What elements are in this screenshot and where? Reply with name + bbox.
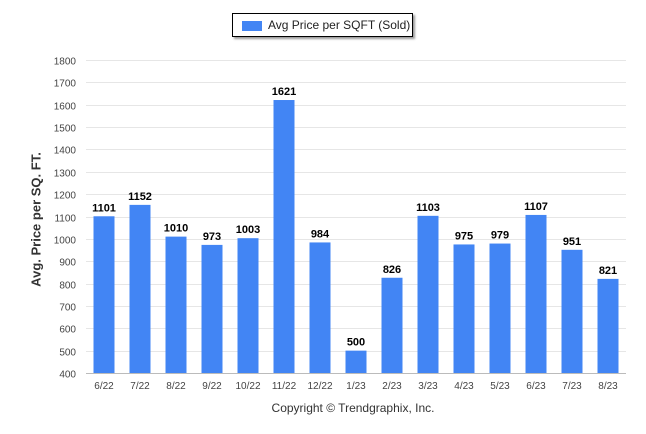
- bar: [201, 244, 223, 373]
- y-tick-label: 400: [59, 370, 76, 381]
- x-tick-label: 6/23: [526, 381, 546, 392]
- x-tick-label: 8/22: [166, 381, 186, 392]
- x-tick-label: 7/23: [562, 381, 582, 392]
- data-label: 821: [599, 265, 617, 277]
- x-tick-label: 11/22: [272, 381, 297, 392]
- legend: Avg Price per SQFT (Sold): [232, 13, 413, 37]
- data-label: 979: [491, 230, 509, 242]
- bar: [165, 236, 187, 373]
- data-label: 826: [383, 264, 401, 276]
- y-tick-label: 800: [59, 281, 76, 292]
- data-label: 975: [455, 230, 473, 242]
- bar: [597, 278, 619, 373]
- copyright-text: Copyright © Trendgraphix, Inc.: [271, 401, 435, 415]
- bar: [129, 204, 151, 373]
- bar: [489, 243, 511, 373]
- x-tick-label: 3/23: [418, 381, 438, 392]
- data-label: 1621: [272, 86, 296, 98]
- x-tick-label: 4/23: [454, 381, 474, 392]
- y-tick-label: 1400: [54, 146, 77, 157]
- data-label: 1107: [524, 201, 548, 213]
- y-tick-label: 1000: [54, 236, 77, 247]
- x-tick-label: 1/23: [346, 381, 366, 392]
- x-tick-label: 10/22: [235, 381, 260, 392]
- data-label: 500: [347, 337, 365, 349]
- data-label: 1003: [236, 224, 260, 236]
- data-label: 1152: [128, 191, 152, 203]
- y-axis-title: Avg. Price per SQ. FT.: [28, 152, 44, 287]
- x-tick-label: 2/23: [382, 381, 402, 392]
- bar: [417, 215, 439, 373]
- data-label: 1103: [416, 202, 440, 214]
- bar: [381, 277, 403, 373]
- y-tick-label: 1600: [54, 102, 77, 113]
- x-tick-label: 5/23: [490, 381, 510, 392]
- x-tick-label: 8/23: [598, 381, 618, 392]
- y-tick-label: 1300: [54, 169, 77, 180]
- data-label: 951: [563, 236, 581, 248]
- bar: [561, 249, 583, 373]
- y-tick-label: 1700: [54, 79, 77, 90]
- x-tick-label: 12/22: [307, 381, 332, 392]
- data-label: 973: [203, 231, 221, 243]
- y-tick-label: 1500: [54, 124, 77, 135]
- x-tick-label: 7/22: [130, 381, 150, 392]
- legend-swatch: [242, 21, 262, 31]
- data-label: 984: [311, 228, 330, 240]
- bar: [93, 216, 115, 373]
- data-label: 1101: [92, 202, 116, 214]
- y-tick-label: 1200: [54, 191, 77, 202]
- bar: [453, 244, 475, 373]
- y-tick-label: 1100: [54, 214, 76, 225]
- y-tick-label: 900: [59, 258, 76, 269]
- bar: [309, 242, 331, 373]
- y-tick-label: 600: [59, 325, 76, 336]
- data-label: 1010: [164, 223, 188, 235]
- bar: [237, 238, 259, 373]
- y-tick-label: 700: [59, 303, 76, 314]
- x-tick-label: 9/22: [202, 381, 222, 392]
- bar: [525, 214, 547, 373]
- y-tick-label: 1800: [54, 57, 77, 68]
- legend-label: Avg Price per SQFT (Sold): [268, 18, 411, 32]
- x-tick-label: 6/22: [94, 381, 114, 392]
- bar: [273, 100, 295, 373]
- y-tick-label: 500: [59, 348, 76, 359]
- bar: [345, 350, 367, 373]
